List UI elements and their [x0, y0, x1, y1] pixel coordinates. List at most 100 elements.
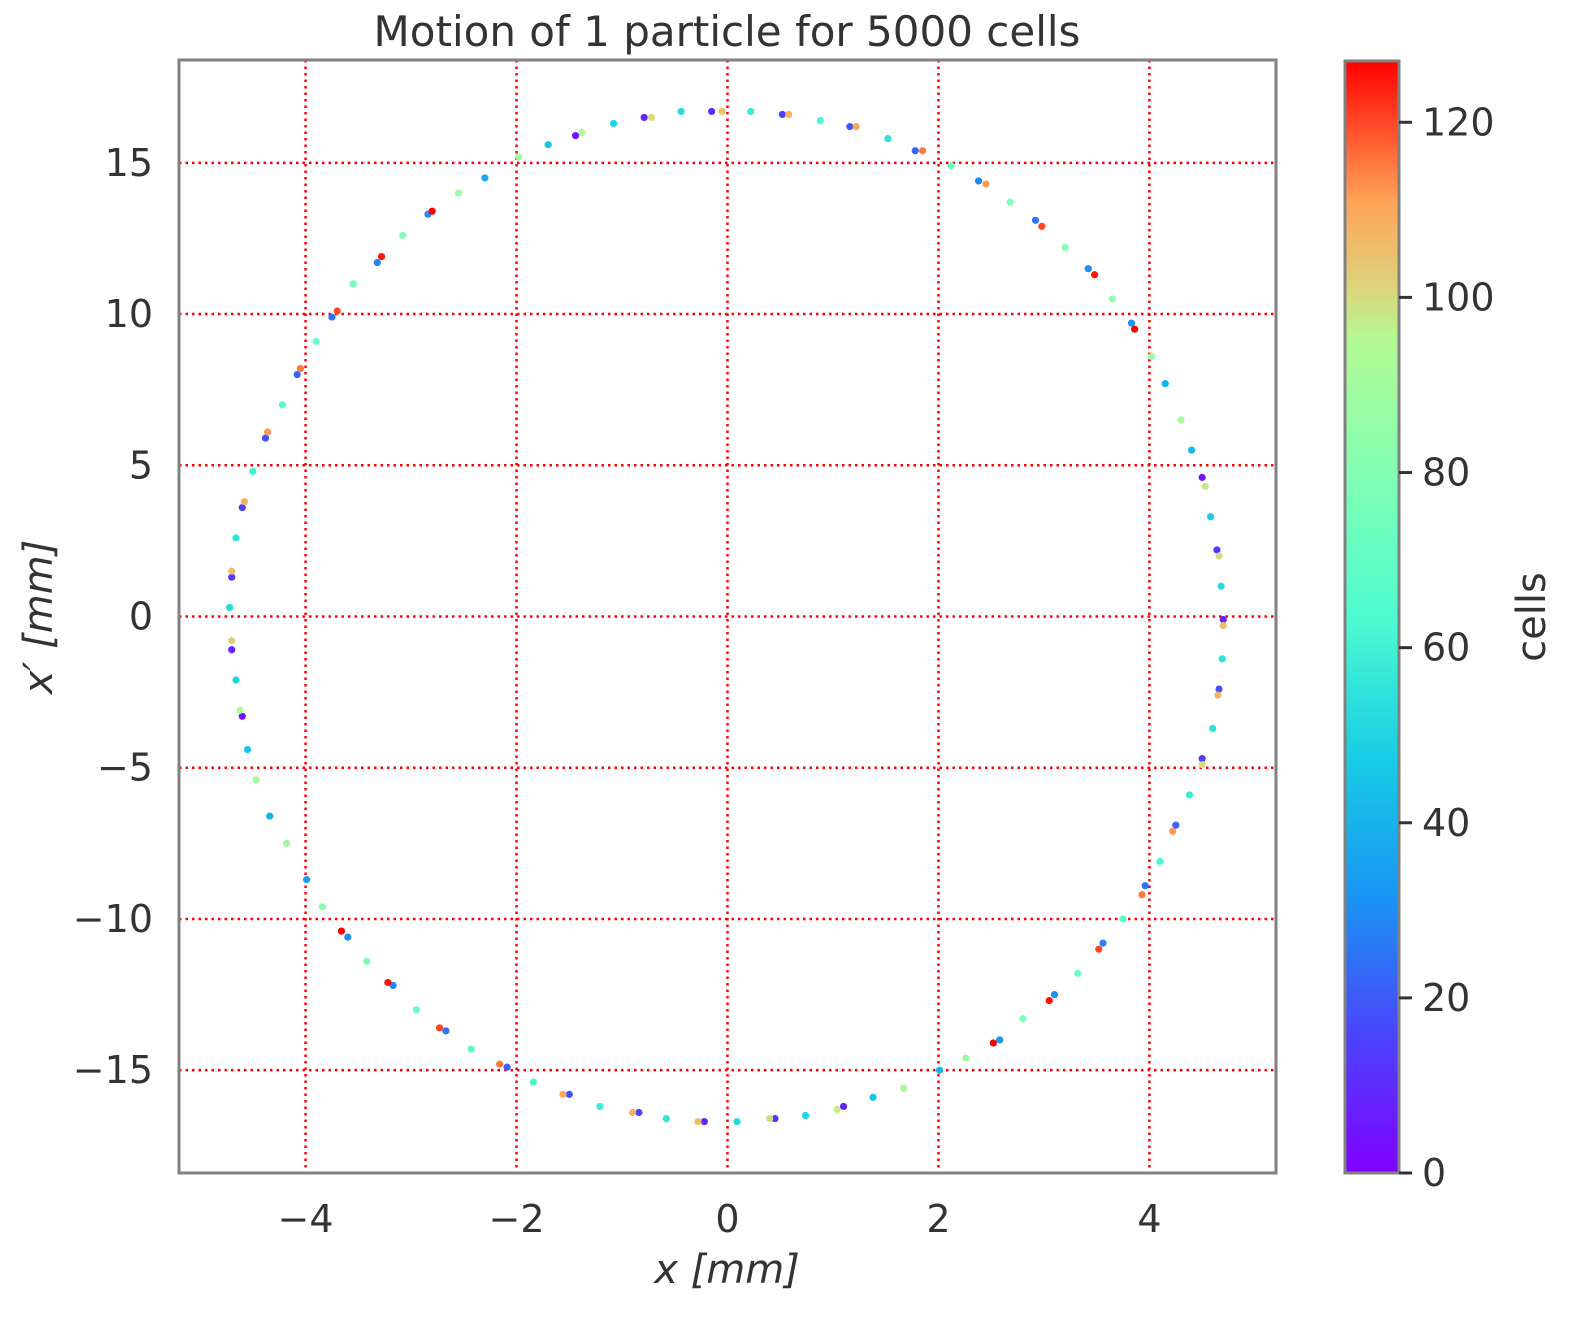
data-point [363, 957, 371, 965]
data-point [293, 370, 301, 379]
y-tick-label: 0 [129, 595, 153, 639]
colorbar-tick-label: 0 [1422, 1151, 1446, 1195]
data-point [1213, 546, 1221, 554]
data-point [1127, 319, 1136, 327]
data-point [344, 933, 352, 941]
x-tick-label: −4 [278, 1197, 334, 1241]
y-axis-ticks: −15 −10 −5 0 5 10 15 [73, 141, 153, 1092]
data-point [282, 839, 291, 847]
data-point [1201, 482, 1209, 491]
data-point [238, 712, 246, 720]
grid-lines [179, 60, 1276, 1173]
data-point [911, 147, 919, 155]
data-point [628, 1108, 637, 1117]
data-point [1172, 821, 1180, 829]
data-point [747, 107, 755, 116]
y-tick-label: 5 [129, 443, 153, 487]
data-point [228, 573, 236, 581]
data-point [240, 497, 248, 506]
data-point [1156, 857, 1164, 866]
y-tick-label: −5 [97, 746, 153, 790]
data-point [232, 676, 240, 684]
data-point [852, 122, 860, 131]
data-point [947, 162, 955, 170]
data-point [1074, 969, 1082, 977]
colorbar-ticks: 0 20 40 60 80 100 120 [1399, 100, 1495, 1195]
data-point [801, 1111, 810, 1120]
data-point [435, 1024, 444, 1032]
data-point [718, 107, 726, 116]
data-point [515, 153, 523, 161]
data-point [785, 110, 793, 119]
data-point [700, 1117, 708, 1126]
data-point [1061, 243, 1069, 252]
data-point [1219, 615, 1227, 624]
data-point [733, 1117, 741, 1126]
data-point [529, 1078, 538, 1086]
data-point [428, 207, 436, 215]
colorbar [1343, 59, 1401, 1175]
data-point [1215, 685, 1223, 693]
data-point [900, 1084, 908, 1092]
data-point [1090, 271, 1099, 279]
data-point [1045, 997, 1053, 1005]
data-point [647, 113, 656, 122]
data-point [373, 259, 381, 267]
data-point [962, 1054, 970, 1062]
data-point [1031, 216, 1040, 224]
data-point [694, 1117, 702, 1126]
data-point [1161, 380, 1169, 388]
data-point [816, 116, 824, 125]
data-point [1185, 791, 1194, 799]
colorbar-tick-label: 100 [1422, 275, 1495, 319]
data-point [662, 1114, 670, 1123]
data-point [1198, 473, 1206, 481]
data-point [337, 927, 346, 935]
y-tick-label: 10 [105, 292, 153, 336]
data-point [1084, 265, 1092, 273]
data-point [1218, 655, 1226, 663]
colorbar-tick-label: 120 [1422, 100, 1495, 144]
data-point [578, 128, 586, 137]
colorbar-tick-label: 20 [1422, 976, 1470, 1020]
data-point [328, 313, 336, 321]
data-point [640, 113, 648, 122]
data-point [935, 1066, 944, 1074]
data-point [1050, 990, 1059, 999]
data-point [384, 978, 392, 987]
y-tick-label: −10 [73, 897, 153, 941]
data-point [1198, 761, 1206, 769]
data-point [243, 745, 252, 754]
data-point [1215, 552, 1223, 560]
data-point [1214, 691, 1222, 699]
data-point [236, 706, 244, 714]
x-axis-label: x [mm] [652, 1247, 800, 1293]
data-point [389, 981, 397, 990]
colorbar-tick-label: 60 [1422, 626, 1470, 670]
data-point [226, 603, 234, 612]
y-tick-label: −15 [73, 1048, 153, 1092]
data-point [846, 122, 854, 131]
colorbar-tick-label: 40 [1422, 801, 1470, 845]
data-point [261, 434, 270, 442]
data-point [264, 428, 272, 436]
data-point [869, 1093, 877, 1101]
data-point [318, 903, 327, 911]
data-point [1209, 724, 1217, 733]
data-point [266, 812, 274, 820]
data-point [982, 180, 990, 188]
data-point [989, 1039, 997, 1047]
data-point [1198, 755, 1206, 763]
chart-title: Motion of 1 particle for 5000 cells [374, 7, 1081, 56]
data-point [1147, 352, 1156, 360]
data-point [572, 132, 580, 140]
data-point [778, 110, 786, 119]
data-point [228, 567, 236, 575]
data-point [503, 1063, 511, 1071]
data-point [333, 307, 341, 315]
data-point [1219, 621, 1227, 630]
data-point [708, 107, 716, 116]
data-point [228, 646, 236, 654]
data-point [1038, 222, 1046, 230]
